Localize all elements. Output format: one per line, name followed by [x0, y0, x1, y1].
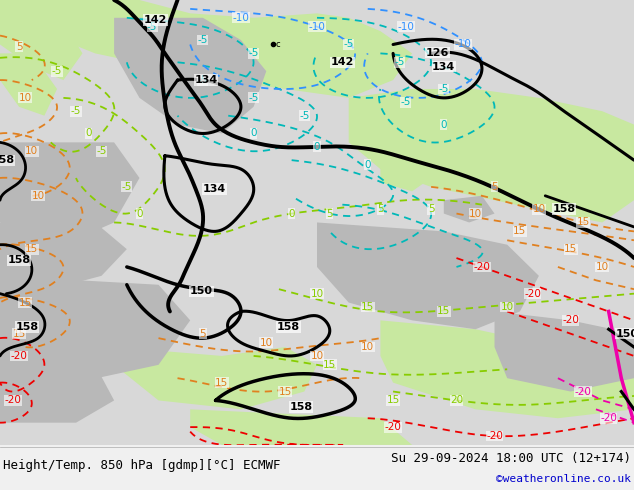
Polygon shape: [0, 0, 634, 445]
Text: 15: 15: [19, 297, 32, 308]
Text: 15: 15: [564, 244, 577, 254]
Text: -5: -5: [439, 84, 449, 94]
Text: -20: -20: [562, 316, 579, 325]
Text: 15: 15: [279, 387, 292, 396]
Text: Su 29-09-2024 18:00 UTC (12+174): Su 29-09-2024 18:00 UTC (12+174): [391, 452, 631, 465]
Text: 158: 158: [553, 204, 576, 214]
Polygon shape: [0, 222, 127, 289]
Text: -5: -5: [249, 93, 259, 103]
Text: 0: 0: [288, 209, 295, 219]
Text: 15: 15: [323, 360, 336, 370]
Text: -20: -20: [524, 289, 541, 298]
Polygon shape: [380, 165, 431, 191]
Text: 15: 15: [437, 306, 450, 317]
Text: 142: 142: [144, 15, 167, 25]
Text: -5: -5: [394, 57, 404, 67]
Text: -5: -5: [198, 75, 208, 85]
Text: 5: 5: [327, 209, 333, 219]
Text: 15: 15: [387, 395, 399, 405]
Text: 10: 10: [469, 209, 482, 219]
Polygon shape: [380, 320, 634, 418]
Text: -20: -20: [11, 351, 27, 361]
Polygon shape: [114, 347, 317, 409]
Text: -5: -5: [96, 147, 107, 156]
Text: 15: 15: [216, 378, 228, 388]
Text: -5: -5: [344, 40, 354, 49]
Text: -20: -20: [474, 262, 490, 272]
Text: 0: 0: [314, 142, 320, 152]
Text: 15: 15: [577, 218, 590, 227]
Text: -10: -10: [309, 22, 325, 32]
Text: -5: -5: [71, 106, 81, 116]
Polygon shape: [0, 53, 57, 116]
Text: 150: 150: [616, 329, 634, 339]
Text: 10: 10: [311, 289, 323, 298]
Text: -20: -20: [600, 413, 617, 423]
Text: 20: 20: [450, 395, 463, 405]
Text: c: c: [276, 40, 280, 49]
Text: 5: 5: [491, 182, 498, 192]
Text: 134: 134: [203, 184, 226, 194]
Text: 150: 150: [190, 287, 213, 296]
Text: 158: 158: [290, 402, 313, 412]
Text: 142: 142: [331, 57, 354, 67]
Text: -5: -5: [198, 35, 208, 45]
Text: -20: -20: [575, 387, 592, 396]
Polygon shape: [349, 89, 634, 222]
Text: -20: -20: [486, 431, 503, 441]
Text: -5: -5: [401, 98, 411, 107]
Text: 10: 10: [19, 93, 32, 103]
Text: -20: -20: [385, 422, 401, 432]
Text: ©weatheronline.co.uk: ©weatheronline.co.uk: [496, 474, 631, 484]
Text: 0: 0: [365, 160, 371, 170]
Text: 0: 0: [441, 120, 447, 129]
Text: 5: 5: [428, 204, 434, 214]
Text: 10: 10: [533, 204, 545, 214]
Text: 158: 158: [16, 322, 39, 332]
Polygon shape: [0, 276, 190, 383]
Text: -10: -10: [455, 40, 471, 49]
Text: 15: 15: [13, 329, 25, 339]
Text: -5: -5: [52, 66, 62, 76]
Polygon shape: [0, 143, 139, 245]
Text: 10: 10: [25, 147, 38, 156]
Text: 10: 10: [361, 342, 374, 352]
Polygon shape: [444, 196, 495, 222]
Polygon shape: [190, 409, 412, 445]
Polygon shape: [0, 356, 114, 423]
Text: 158: 158: [0, 155, 15, 165]
Polygon shape: [0, 0, 82, 80]
Text: 5: 5: [377, 204, 384, 214]
Text: 5: 5: [200, 329, 206, 339]
Polygon shape: [317, 222, 539, 329]
Text: 134: 134: [432, 62, 455, 72]
Text: -5: -5: [122, 182, 132, 192]
Text: 134: 134: [195, 75, 217, 85]
Text: -10: -10: [398, 22, 414, 32]
Text: 10: 10: [260, 338, 273, 347]
Polygon shape: [114, 18, 266, 133]
Text: Height/Temp. 850 hPa [gdmp][°C] ECMWF: Height/Temp. 850 hPa [gdmp][°C] ECMWF: [3, 459, 281, 472]
Text: 0: 0: [250, 128, 257, 139]
Text: -5: -5: [299, 111, 309, 121]
Text: 5: 5: [16, 42, 22, 52]
Text: 158: 158: [277, 322, 300, 332]
Text: 158: 158: [8, 255, 30, 265]
Text: 15: 15: [25, 244, 38, 254]
Text: 10: 10: [311, 351, 323, 361]
Text: -5: -5: [249, 49, 259, 58]
Text: -10: -10: [233, 13, 249, 23]
Text: -20: -20: [4, 395, 21, 405]
Text: 10: 10: [501, 302, 514, 312]
Text: 15: 15: [361, 302, 374, 312]
Polygon shape: [495, 312, 634, 392]
Text: 10: 10: [596, 262, 609, 272]
Polygon shape: [19, 0, 412, 98]
Text: 10: 10: [32, 191, 44, 201]
Text: 15: 15: [514, 226, 526, 236]
Text: 0: 0: [86, 128, 92, 139]
Text: 126: 126: [426, 48, 449, 57]
Text: -5: -5: [147, 22, 157, 32]
Text: 0: 0: [136, 209, 143, 219]
